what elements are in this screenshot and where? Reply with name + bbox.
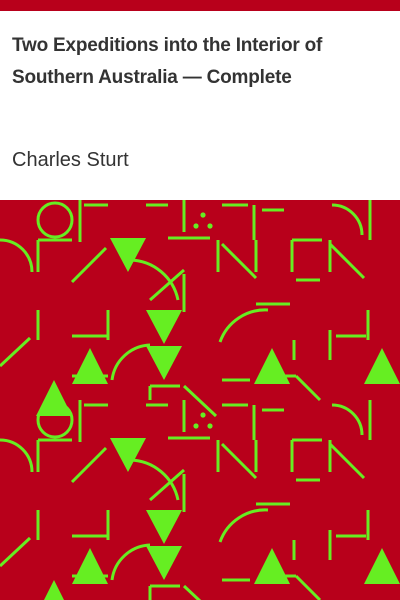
cover-pattern — [0, 200, 400, 600]
top-accent-bar — [0, 0, 400, 11]
book-author: Charles Sturt — [12, 149, 129, 171]
book-title: Two Expeditions into the Interior of Sou… — [12, 35, 323, 88]
